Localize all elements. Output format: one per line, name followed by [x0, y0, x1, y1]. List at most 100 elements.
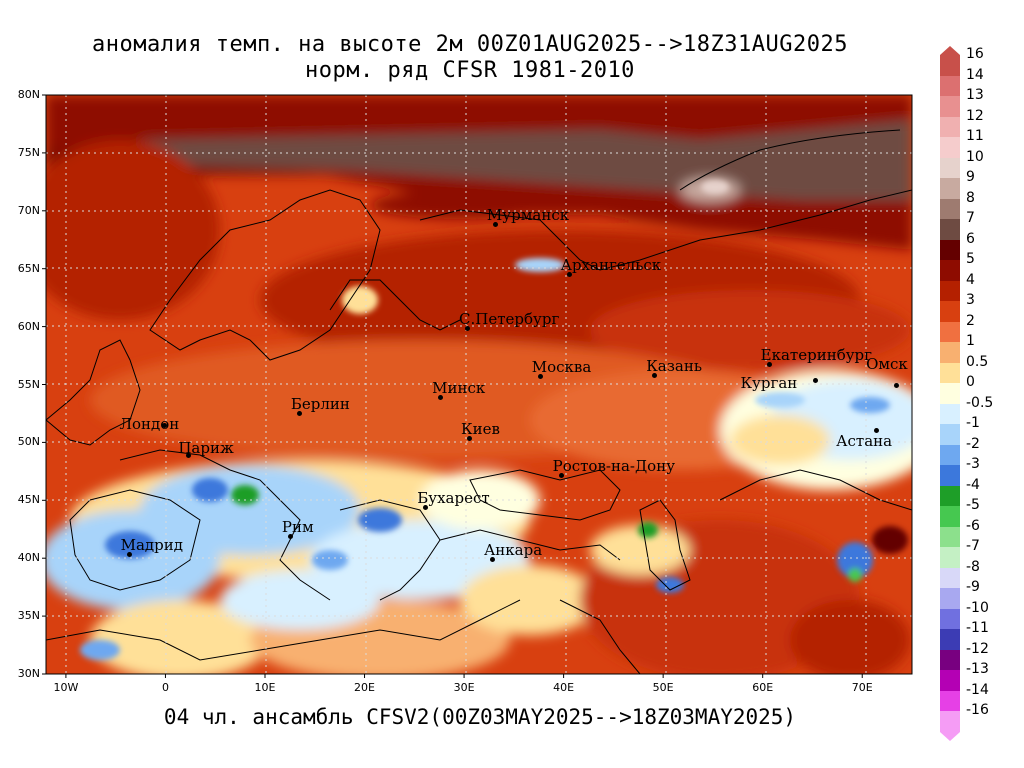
legend-entry: -12: [938, 642, 1018, 670]
city-label: Анкара: [483, 541, 543, 560]
city-marker: [465, 325, 471, 331]
city-label: Москва: [531, 358, 592, 377]
legend-label: -9: [966, 579, 980, 595]
city-marker: [126, 551, 132, 557]
temperature-field: [46, 95, 912, 674]
legend-swatch: [940, 670, 960, 691]
legend-entry: -0.5: [938, 396, 1018, 424]
legend-entry: 14: [938, 68, 1018, 96]
legend-entry: -7: [938, 539, 1018, 568]
city-marker: [766, 361, 772, 367]
longitude-label: 70E: [851, 681, 873, 694]
legend-entry: -13: [938, 662, 1018, 691]
latitude-label: 70N: [17, 203, 40, 217]
legend-entry: 10: [938, 150, 1018, 178]
legend-entry: -2: [938, 437, 1018, 465]
legend-swatch: [940, 485, 960, 506]
legend-swatch: [940, 424, 960, 445]
legend-max-triangle: [940, 46, 960, 55]
legend-swatch: [940, 301, 960, 322]
legend-swatch: [940, 506, 960, 527]
latitude-label: 55N: [17, 377, 40, 391]
legend-swatch: [940, 465, 960, 486]
legend-entry: -4: [938, 478, 1018, 506]
city-label: Берлин: [290, 395, 350, 414]
legend-swatch: [940, 362, 960, 383]
city-marker: [186, 453, 192, 459]
map-title-line1: аномалия темп. на высоте 2м 00Z01AUG2025…: [92, 32, 848, 57]
legend-swatch: [940, 444, 960, 465]
longitude-label: 10W: [53, 681, 79, 694]
legend-entry: 1: [938, 334, 1018, 363]
latitude-label: 40N: [17, 551, 40, 565]
legend-entry: -8: [938, 560, 1018, 588]
latitude-label: 45N: [17, 493, 40, 507]
legend-min-triangle: [940, 731, 960, 741]
city-marker: [874, 427, 880, 433]
legend-entry: 12: [938, 109, 1018, 137]
legend-entry: 3: [938, 293, 1018, 322]
legend-swatch: [940, 567, 960, 588]
longitude-label: 10E: [254, 681, 276, 694]
legend-swatch: [940, 116, 960, 137]
legend-label: -3: [966, 456, 980, 472]
legend-entry: -5: [938, 498, 1018, 527]
legend-swatch: [940, 219, 960, 240]
legend-label: 4: [966, 271, 975, 288]
legend-swatch: [940, 547, 960, 568]
longitude-label: 60E: [752, 681, 774, 694]
legend-entry: 13: [938, 88, 1018, 117]
city-marker: [423, 505, 429, 511]
legend-entry: 8: [938, 191, 1018, 219]
legend-swatch: [940, 75, 960, 96]
city-marker: [894, 382, 900, 388]
color-legend: 16 14 13 12 11 10 9 8 7 6 5 4 3 2 1 0.5 0 -0.5 -1 -2 -3 -4 -5 -…: [938, 46, 1018, 741]
legend-swatch: [940, 198, 960, 219]
legend-label: 10: [966, 148, 984, 165]
legend-entry: -3: [938, 457, 1018, 486]
city-label: Омск: [866, 354, 908, 373]
longitude-label: 30E: [453, 681, 475, 694]
city-marker: [813, 377, 819, 383]
longitude-label: 0: [161, 681, 169, 694]
legend-entry: -6: [938, 519, 1018, 547]
legend-label: -12: [966, 640, 989, 657]
legend-entry: -11: [938, 621, 1018, 650]
latitude-label: 65N: [17, 261, 40, 275]
legend-label: -13: [966, 661, 989, 677]
legend-label: -8: [966, 558, 980, 575]
latitude-label: 60N: [17, 319, 40, 333]
legend-swatch: [940, 403, 960, 424]
legend-swatch: [940, 96, 960, 117]
legend-swatch: [940, 526, 960, 547]
city-label: Мурманск: [486, 205, 570, 224]
legend-swatch: [940, 178, 960, 199]
legend-label: 13: [966, 87, 984, 103]
legend-swatch: [940, 137, 960, 158]
legend-label: -2: [966, 435, 980, 452]
city-marker: [162, 423, 168, 429]
city-marker: [558, 472, 564, 478]
latitude-label: 30N: [17, 667, 40, 680]
city-label: Париж: [178, 439, 234, 458]
ensemble-footer: 04 чл. ансамбль CFSV2(00Z03MAY2025-->18Z…: [163, 705, 797, 729]
legend-label: -4: [966, 476, 980, 493]
city-marker: [489, 557, 495, 563]
legend-swatch: [940, 711, 960, 732]
legend-entry: 2: [938, 314, 1018, 342]
legend-entry: -10: [938, 601, 1018, 629]
city-marker: [537, 374, 543, 380]
legend-swatch: [940, 239, 960, 260]
city-marker: [467, 435, 473, 441]
legend-label: 8: [966, 189, 975, 206]
legend-label: 0: [966, 374, 975, 390]
latitude-label: 50N: [17, 435, 40, 449]
legend-entry: 6: [938, 232, 1018, 260]
legend-entry: 4: [938, 273, 1018, 301]
legend-label: 14: [966, 66, 984, 83]
legend-swatch: [940, 629, 960, 650]
latitude-label: 80N: [17, 88, 40, 101]
city-label: Курган: [740, 373, 798, 392]
legend-label: -14: [966, 681, 989, 698]
